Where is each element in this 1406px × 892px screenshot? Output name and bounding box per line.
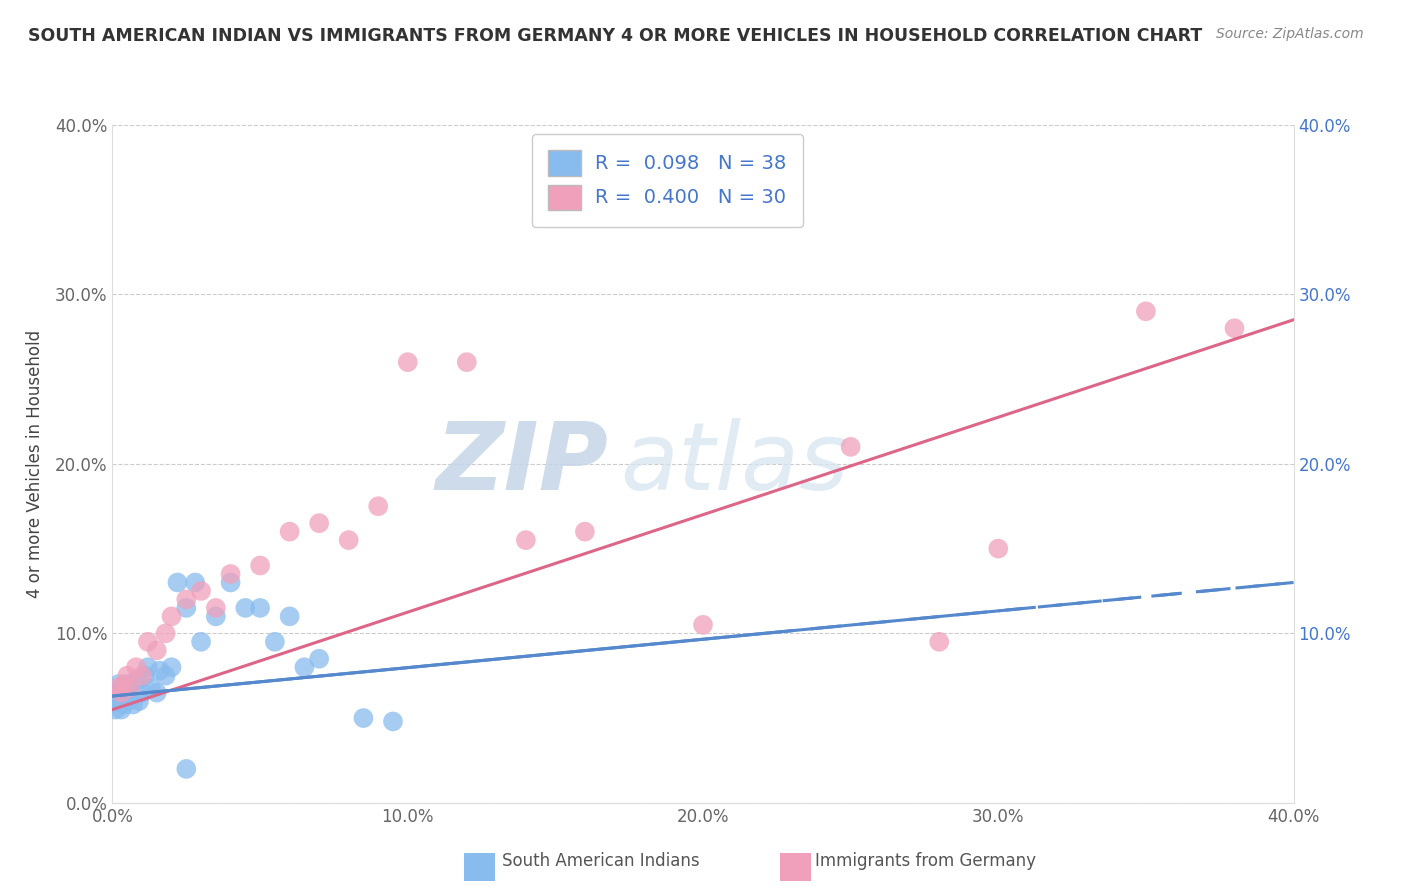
Point <box>131 685 153 699</box>
Point <box>160 609 183 624</box>
Point <box>278 524 301 539</box>
Point <box>120 681 142 695</box>
Point <box>174 592 197 607</box>
Point <box>117 677 138 691</box>
Text: Immigrants from Germany: Immigrants from Germany <box>815 852 1036 870</box>
Point <box>134 669 156 683</box>
Point <box>190 635 212 649</box>
Point <box>112 698 135 712</box>
Point <box>396 355 419 369</box>
Point <box>367 500 389 514</box>
Point <box>174 601 197 615</box>
Point <box>155 626 177 640</box>
Point <box>146 643 169 657</box>
Point <box>107 681 129 695</box>
Point <box>104 703 127 717</box>
Point <box>839 440 862 454</box>
Point <box>112 685 135 699</box>
Point <box>117 694 138 708</box>
Point <box>104 694 127 708</box>
Point <box>337 533 360 548</box>
Point <box>205 601 228 615</box>
Point <box>278 609 301 624</box>
Point <box>292 660 315 674</box>
Point <box>155 669 177 683</box>
Point <box>190 584 212 599</box>
Point <box>131 669 153 683</box>
Point <box>125 660 148 674</box>
Point <box>233 601 256 615</box>
Point <box>205 609 228 624</box>
Point <box>249 601 271 615</box>
Point <box>160 660 183 674</box>
Point <box>125 673 148 688</box>
Point <box>382 714 405 729</box>
Point <box>264 635 287 649</box>
Point <box>1135 304 1157 318</box>
Point <box>120 690 142 705</box>
Point <box>515 533 537 548</box>
Point <box>692 618 714 632</box>
Point <box>128 694 150 708</box>
Point <box>219 567 242 582</box>
Point <box>110 694 132 708</box>
Y-axis label: 4 or more Vehicles in Household: 4 or more Vehicles in Household <box>25 330 44 598</box>
Point <box>117 669 138 683</box>
Point <box>107 677 129 691</box>
Point <box>987 541 1010 556</box>
Text: ZIP: ZIP <box>436 417 609 510</box>
Text: South American Indians: South American Indians <box>502 852 700 870</box>
Text: SOUTH AMERICAN INDIAN VS IMMIGRANTS FROM GERMANY 4 OR MORE VEHICLES IN HOUSEHOLD: SOUTH AMERICAN INDIAN VS IMMIGRANTS FROM… <box>28 27 1202 45</box>
Point <box>1223 321 1246 335</box>
Point <box>184 575 207 590</box>
Legend: R =  0.098   N = 38, R =  0.400   N = 30: R = 0.098 N = 38, R = 0.400 N = 30 <box>533 134 803 227</box>
Point <box>308 516 330 530</box>
Point <box>136 635 159 649</box>
Point <box>136 660 159 674</box>
Point <box>574 524 596 539</box>
Point <box>120 681 142 695</box>
Point <box>352 711 374 725</box>
Point <box>456 355 478 369</box>
Point <box>308 651 330 665</box>
Point <box>166 575 188 590</box>
Point <box>174 762 197 776</box>
Point <box>122 698 145 712</box>
Point <box>110 685 132 699</box>
Point <box>112 677 135 691</box>
Point <box>249 558 271 573</box>
Point <box>149 664 172 678</box>
Point <box>139 681 162 695</box>
Point <box>219 575 242 590</box>
Text: Source: ZipAtlas.com: Source: ZipAtlas.com <box>1216 27 1364 41</box>
Point <box>110 703 132 717</box>
Text: atlas: atlas <box>620 418 849 509</box>
Point <box>146 685 169 699</box>
Point <box>107 685 129 699</box>
Point <box>928 635 950 649</box>
